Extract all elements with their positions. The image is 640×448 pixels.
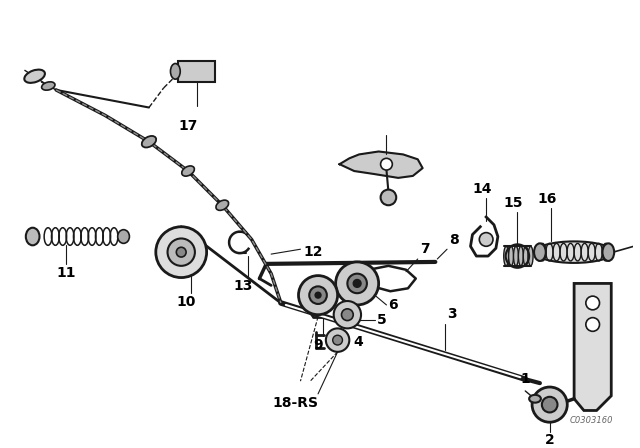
Circle shape: [298, 276, 337, 314]
Circle shape: [479, 233, 493, 246]
Circle shape: [326, 328, 349, 352]
Ellipse shape: [602, 243, 614, 261]
Text: 15: 15: [504, 196, 524, 210]
Text: 14: 14: [472, 182, 492, 196]
Ellipse shape: [118, 230, 129, 243]
Text: 17: 17: [179, 119, 198, 133]
Ellipse shape: [534, 243, 546, 261]
Circle shape: [156, 227, 207, 278]
Circle shape: [381, 158, 392, 170]
Text: 6: 6: [388, 298, 398, 312]
Ellipse shape: [528, 246, 533, 266]
Text: 4: 4: [353, 335, 363, 349]
Circle shape: [586, 296, 600, 310]
Ellipse shape: [24, 69, 45, 83]
Polygon shape: [340, 151, 422, 178]
Circle shape: [542, 397, 557, 413]
Ellipse shape: [509, 246, 513, 266]
Ellipse shape: [182, 166, 195, 176]
Bar: [179, 60, 216, 82]
Circle shape: [586, 318, 600, 332]
Text: 9: 9: [313, 338, 323, 352]
Circle shape: [309, 286, 327, 304]
Ellipse shape: [535, 241, 613, 263]
Ellipse shape: [216, 200, 228, 211]
Text: 12: 12: [303, 245, 323, 259]
Text: 1: 1: [520, 372, 530, 386]
Ellipse shape: [26, 228, 40, 246]
Ellipse shape: [142, 136, 156, 147]
Ellipse shape: [529, 395, 541, 403]
Circle shape: [532, 387, 567, 422]
Text: 3: 3: [447, 306, 457, 321]
Circle shape: [333, 301, 361, 328]
Circle shape: [177, 247, 186, 257]
Circle shape: [381, 190, 396, 205]
Ellipse shape: [504, 246, 509, 266]
Text: 7: 7: [420, 242, 429, 256]
Circle shape: [353, 280, 361, 287]
Text: 8: 8: [449, 233, 459, 247]
Ellipse shape: [518, 246, 524, 266]
Text: 2: 2: [545, 433, 554, 447]
Circle shape: [348, 274, 367, 293]
Ellipse shape: [524, 246, 528, 266]
Ellipse shape: [170, 64, 180, 79]
Text: 10: 10: [177, 295, 196, 309]
Text: 18-RS: 18-RS: [273, 396, 319, 410]
Circle shape: [168, 238, 195, 266]
Circle shape: [315, 292, 321, 298]
Ellipse shape: [513, 246, 518, 266]
Text: 5: 5: [377, 313, 387, 327]
Text: 11: 11: [56, 266, 76, 280]
Circle shape: [333, 335, 342, 345]
Circle shape: [335, 262, 379, 305]
Ellipse shape: [42, 82, 55, 90]
Text: 16: 16: [537, 192, 556, 206]
Text: C0303160: C0303160: [570, 416, 613, 425]
Circle shape: [342, 309, 353, 321]
Polygon shape: [574, 284, 611, 410]
Text: 13: 13: [233, 279, 252, 293]
